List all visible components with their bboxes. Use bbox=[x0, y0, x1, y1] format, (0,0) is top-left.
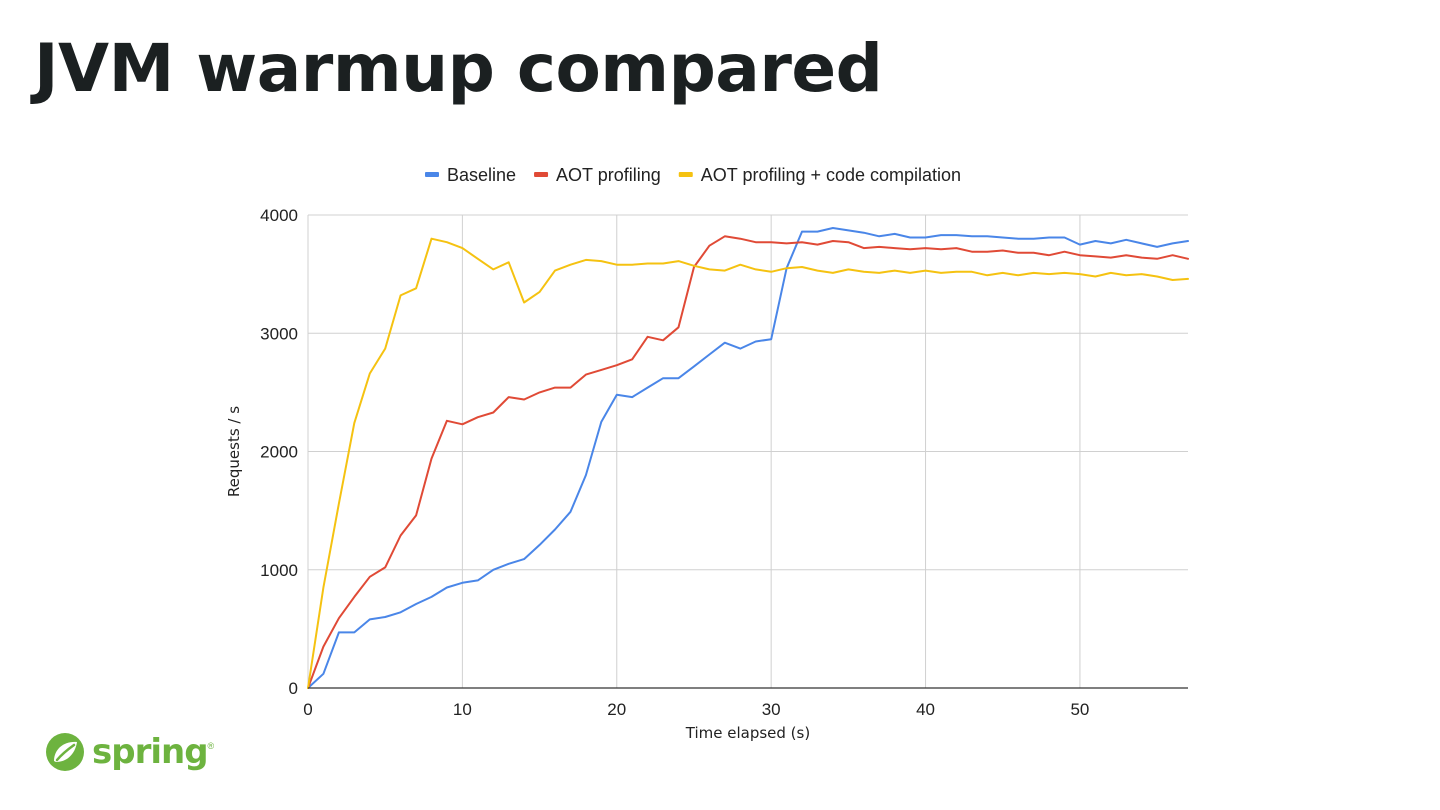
legend-swatch bbox=[678, 172, 693, 177]
legend-label: Baseline bbox=[447, 165, 516, 185]
y-tick-label: 3000 bbox=[260, 324, 298, 343]
legend-item-3: AOT profiling + code compilation bbox=[678, 165, 961, 185]
y-axis-ticks: 0 1000 2000 3000 4000 bbox=[260, 206, 298, 698]
series-line-2 bbox=[307, 235, 1189, 689]
x-tick-label: 50 bbox=[1070, 700, 1089, 719]
x-tick-label: 20 bbox=[607, 700, 626, 719]
series-line-3 bbox=[307, 237, 1189, 689]
chart-grid bbox=[307, 214, 1188, 688]
y-tick-label: 0 bbox=[289, 679, 298, 698]
legend-swatch bbox=[425, 172, 439, 177]
x-tick-label: 0 bbox=[303, 700, 312, 719]
series-line-1 bbox=[307, 227, 1189, 689]
slide-title: JVM warmup compared bbox=[34, 30, 883, 107]
spring-leaf-icon bbox=[46, 733, 84, 771]
legend-label: AOT profiling + code compilation bbox=[701, 165, 961, 185]
x-tick-label: 40 bbox=[916, 700, 935, 719]
y-tick-label: 4000 bbox=[260, 206, 298, 225]
registered-mark: ® bbox=[207, 741, 215, 751]
chart-legend: Baseline AOT profiling AOT profiling + cod… bbox=[425, 165, 961, 185]
legend-swatch bbox=[534, 172, 549, 177]
legend-item-1: Baseline bbox=[425, 165, 516, 185]
y-axis-label: Requests / s bbox=[225, 406, 243, 497]
y-tick-label: 2000 bbox=[260, 443, 298, 462]
chart-series bbox=[307, 227, 1189, 689]
x-axis-label: Time elapsed (s) bbox=[685, 724, 810, 742]
y-tick-label: 1000 bbox=[260, 561, 298, 580]
x-tick-label: 30 bbox=[762, 700, 781, 719]
x-axis-ticks: 0 10 20 30 40 50 bbox=[303, 700, 1089, 719]
spring-logo: spring ® bbox=[44, 731, 214, 773]
x-tick-label: 10 bbox=[453, 700, 472, 719]
spring-logo-text: spring bbox=[92, 732, 209, 772]
legend-item-2: AOT profiling bbox=[534, 165, 661, 185]
legend-label: AOT profiling bbox=[556, 165, 661, 185]
